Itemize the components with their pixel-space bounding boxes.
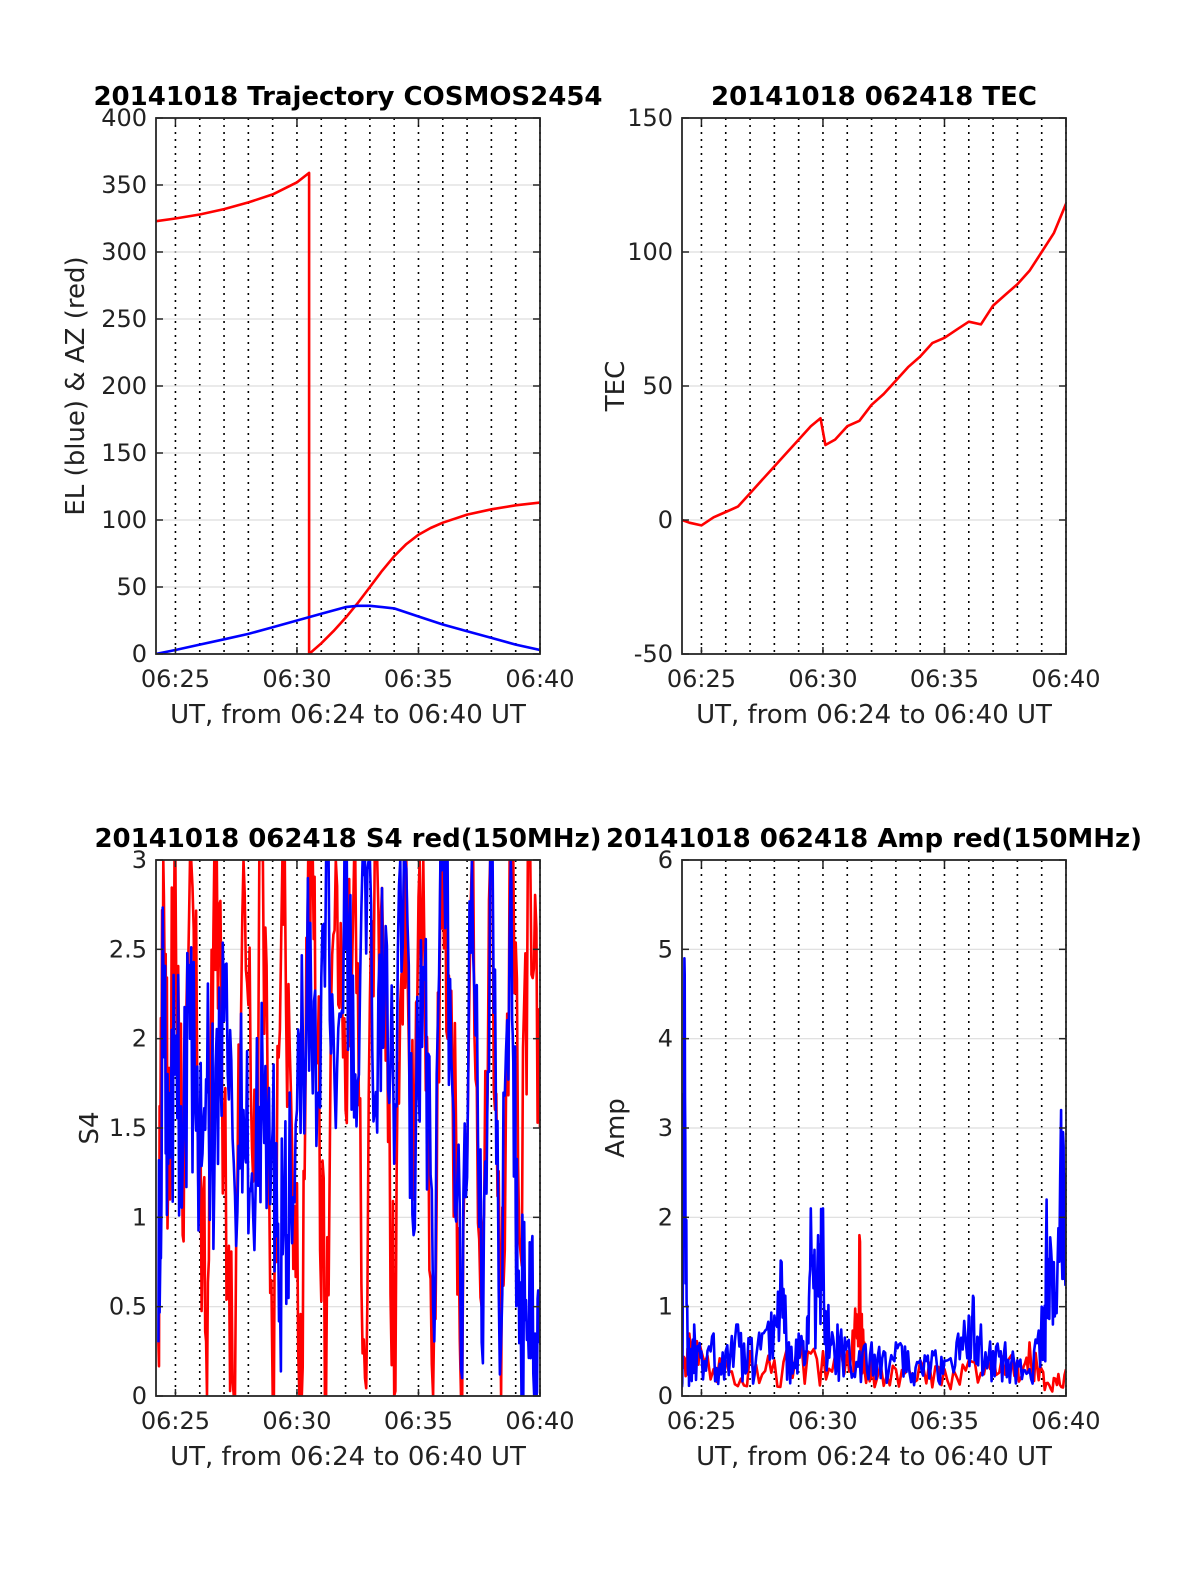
y-tick-label: 0 (132, 1382, 147, 1410)
x-tick-label: 06:35 (910, 1407, 979, 1435)
x-tick-label: 06:35 (910, 665, 979, 693)
y-tick-label: 3 (658, 1114, 673, 1142)
series-group (156, 171, 540, 654)
y-tick-label: -50 (634, 640, 673, 668)
y-tick-label: 350 (101, 171, 147, 199)
x-tick-label: 06:25 (141, 665, 210, 693)
y-tick-label: 0.5 (109, 1293, 147, 1321)
series-line (157, 860, 540, 1396)
series-group (682, 203, 1066, 527)
chart-title: 20141018 Trajectory COSMOS2454 (93, 82, 602, 112)
y-tick-label: 250 (101, 305, 147, 333)
series-line (682, 203, 1066, 527)
y-tick-label: 5 (658, 935, 673, 963)
y-axis-label: TEC (601, 361, 631, 412)
x-tick-label: 06:40 (505, 1407, 574, 1435)
x-tick-label: 06:25 (667, 665, 736, 693)
y-tick-label: 200 (101, 372, 147, 400)
series-group (682, 957, 1066, 1393)
y-tick-label: 400 (101, 104, 147, 132)
y-tick-label: 300 (101, 238, 147, 266)
x-tick-label: 06:30 (262, 1407, 331, 1435)
y-tick-label: 50 (116, 573, 147, 601)
x-tick-label: 06:40 (1031, 1407, 1100, 1435)
y-tick-label: 100 (101, 506, 147, 534)
x-axis-label: UT, from 06:24 to 06:40 UT (170, 700, 526, 730)
x-axis-label: UT, from 06:24 to 06:40 UT (170, 1442, 526, 1472)
y-tick-label: 1 (658, 1293, 673, 1321)
x-tick-label: 06:30 (788, 665, 857, 693)
x-axis-label: UT, from 06:24 to 06:40 UT (696, 700, 1052, 730)
y-tick-label: 4 (658, 1025, 673, 1053)
y-tick-label: 150 (627, 104, 673, 132)
series-line (156, 171, 540, 654)
chart-title: 20141018 062418 S4 red(150MHz) (94, 824, 601, 854)
x-tick-label: 06:35 (384, 1407, 453, 1435)
series-line (682, 957, 1066, 1388)
y-tick-label: 100 (627, 238, 673, 266)
y-axis-label: EL (blue) & AZ (red) (61, 256, 91, 515)
y-tick-label: 6 (658, 846, 673, 874)
panel-s4: 06:25 06:30 06:35 06:40 0 0.5 1 1.5 2 2.5 32014101… (75, 824, 602, 1472)
x-axis-label: UT, from 06:24 to 06:40 UT (696, 1442, 1052, 1472)
y-tick-label: 2 (658, 1203, 673, 1231)
chart-title: 20141018 062418 TEC (711, 82, 1037, 112)
x-tick-label: 06:30 (262, 665, 331, 693)
panel-tec: 06:25 06:30 06:35 06:40 -50 0 50 100 150 20141018… (601, 82, 1101, 730)
x-tick-label: 06:40 (1031, 665, 1100, 693)
series-line (156, 604, 540, 654)
y-tick-label: 0 (658, 1382, 673, 1410)
y-tick-label: 2.5 (109, 935, 147, 963)
x-tick-label: 06:25 (667, 1407, 736, 1435)
y-tick-label: 150 (101, 439, 147, 467)
x-tick-label: 06:30 (788, 1407, 857, 1435)
chart-title: 20141018 062418 Amp red(150MHz) (606, 824, 1142, 854)
y-tick-label: 50 (642, 372, 673, 400)
series-group (157, 860, 540, 1396)
y-tick-label: 1 (132, 1203, 147, 1231)
y-tick-label: 0 (132, 640, 147, 668)
x-tick-label: 06:40 (505, 665, 574, 693)
x-tick-label: 06:25 (141, 1407, 210, 1435)
panel-trajectory: 06:25 06:30 06:35 06:40 0 50 100 150 200 250 300 35… (61, 82, 603, 730)
y-tick-label: 2 (132, 1025, 147, 1053)
y-tick-label: 1.5 (109, 1114, 147, 1142)
y-axis-label: Amp (601, 1098, 631, 1158)
y-axis-label: S4 (75, 1111, 105, 1144)
x-tick-label: 06:35 (384, 665, 453, 693)
y-tick-label: 0 (658, 506, 673, 534)
y-tick-label: 3 (132, 846, 147, 874)
